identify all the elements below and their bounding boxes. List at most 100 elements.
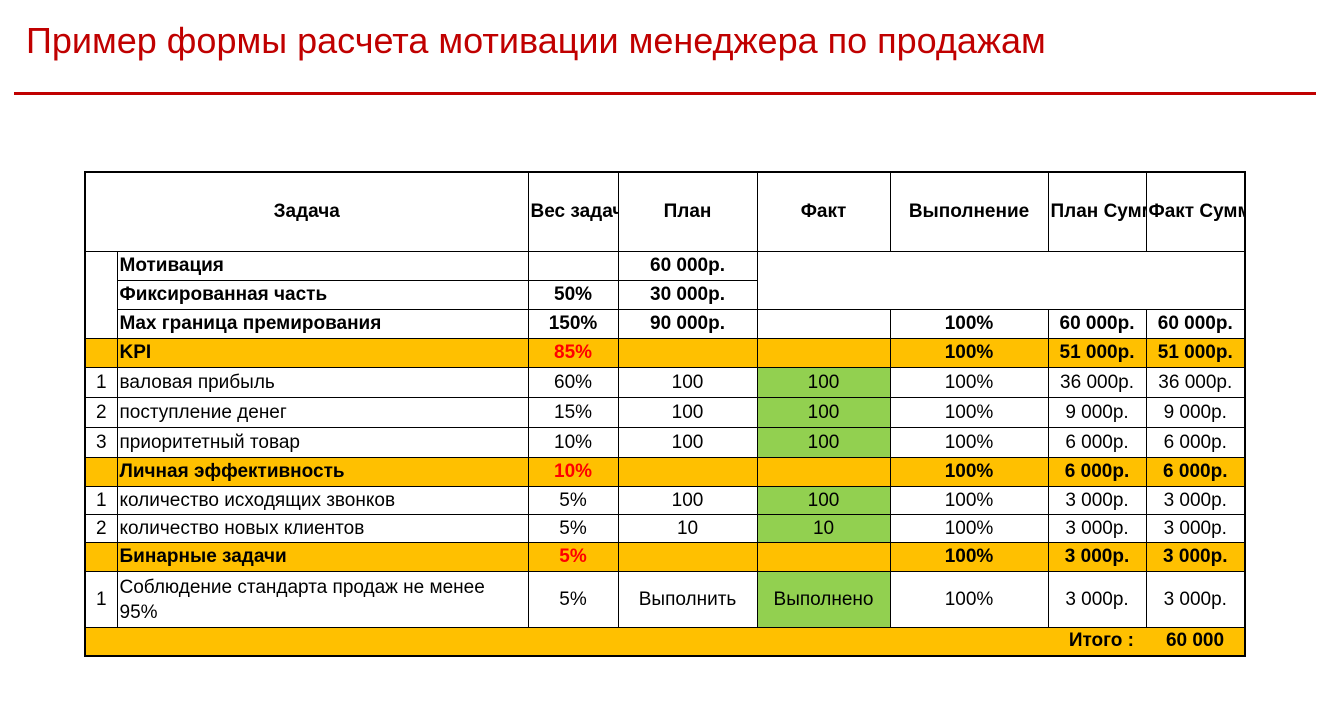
personal-completion: 100% (889, 457, 1049, 487)
fixed-plan: 30 000р. (617, 280, 758, 310)
task-label: количество исходящих звонков (116, 486, 529, 515)
kpi-weight: 85% (527, 338, 619, 368)
task-label: поступление денег (116, 397, 529, 428)
table-row: 1 Соблюдение стандарта продаж не менее 9… (84, 571, 1246, 628)
page-title: Пример формы расчета мотивации менеджера… (26, 20, 1046, 61)
table-row: 2 количество новых клиентов 5% 10 10 100… (84, 514, 1246, 543)
personal-fact (756, 457, 891, 487)
table-row: Фиксированная часть 50% 30 000р. (85, 280, 1245, 310)
personal-plan (617, 457, 758, 487)
task-label: количество новых клиентов (116, 514, 529, 543)
motivation-weight (527, 251, 619, 281)
personal-row: Личная эффективность 10% 100% 6 000р. 6 … (84, 457, 1246, 487)
kpi-plan (617, 338, 758, 368)
empty-block (756, 251, 1246, 310)
binary-plan (617, 542, 758, 572)
task-plan: 100 (617, 427, 758, 458)
binary-num (84, 542, 118, 572)
personal-weight: 10% (527, 457, 619, 487)
task-plan-sum: 3 000р. (1047, 486, 1147, 515)
header-plan: План (617, 171, 758, 252)
task-fact: 100 (756, 486, 891, 515)
task-plan-sum: 9 000р. (1047, 397, 1147, 428)
table-row: 1 количество исходящих звонков 5% 100 10… (84, 486, 1246, 515)
fixed-weight: 50% (527, 280, 619, 310)
table-row: 1 валовая прибыль 60% 100 100 100% 36 00… (84, 367, 1246, 398)
task-fact: 100 (756, 397, 891, 428)
table-row: 3 приоритетный товар 10% 100 100 100% 6 … (84, 427, 1246, 458)
empty-num-cell (84, 251, 118, 339)
task-fact-sum: 3 000р. (1145, 571, 1246, 628)
header-plan-sum: План Сумма з/п (1047, 171, 1147, 252)
table-row: Max граница премирования 150% 90 000р. 1… (85, 309, 1246, 339)
kpi-plan-sum: 51 000р. (1047, 338, 1147, 368)
row-number: 1 (84, 367, 118, 398)
total-value: 60 000 (1146, 627, 1246, 656)
task-label: приоритетный товар (116, 427, 529, 458)
task-fact: Выполнено (756, 571, 891, 628)
max-bonus-completion: 100% (889, 309, 1049, 339)
binary-fact-sum: 3 000р. (1145, 542, 1246, 572)
row-number: 1 (84, 486, 118, 515)
max-bonus-weight: 150% (527, 309, 619, 339)
task-plan: 100 (617, 397, 758, 428)
kpi-fact-sum: 51 000р. (1145, 338, 1246, 368)
task-fact: 100 (756, 427, 891, 458)
table-row: Мотивация 60 000р. (84, 251, 1246, 339)
task-plan-sum: 36 000р. (1047, 367, 1147, 398)
header-fact: Факт (756, 171, 891, 252)
binary-row: Бинарные задачи 5% 100% 3 000р. 3 000р. (84, 542, 1246, 572)
total-label: Итого : (84, 627, 1147, 656)
max-bonus-label: Max граница премирования (116, 309, 529, 339)
title-divider (14, 92, 1316, 95)
task-completion: 100% (889, 571, 1049, 628)
task-fact-sum: 36 000р. (1145, 367, 1246, 398)
kpi-fact (756, 338, 891, 368)
header-fact-sum: Факт Сумма з/п (1145, 171, 1246, 252)
personal-plan-sum: 6 000р. (1047, 457, 1147, 487)
total-row: Итого : 60 000 (84, 627, 1246, 656)
personal-label: Личная эффективность (116, 457, 529, 487)
task-fact: 10 (756, 514, 891, 543)
binary-completion: 100% (889, 542, 1049, 572)
kpi-num (84, 338, 118, 368)
task-plan: 100 (617, 367, 758, 398)
task-weight: 15% (527, 397, 619, 428)
task-completion: 100% (889, 367, 1049, 398)
task-completion: 100% (889, 486, 1049, 515)
task-weight: 60% (527, 367, 619, 398)
motivation-table: Задача Вес задачи, % План Факт Выполнени… (84, 171, 1247, 657)
binary-plan-sum: 3 000р. (1047, 542, 1147, 572)
row-number: 1 (84, 571, 118, 628)
task-weight: 5% (527, 486, 619, 515)
task-fact-sum: 3 000р. (1145, 486, 1246, 515)
kpi-label: KPI (116, 338, 529, 368)
table-header-row: Задача Вес задачи, % План Факт Выполнени… (84, 171, 1246, 252)
task-plan: 10 (617, 514, 758, 543)
task-label: валовая прибыль (116, 367, 529, 398)
task-weight: 5% (527, 571, 619, 628)
binary-label: Бинарные задачи (116, 542, 529, 572)
task-fact: 100 (756, 367, 891, 398)
personal-fact-sum: 6 000р. (1145, 457, 1246, 487)
header-weight: Вес задачи, % (527, 171, 619, 252)
header-task: Задача (84, 171, 529, 252)
max-bonus-fact (756, 309, 891, 339)
max-bonus-plan: 90 000р. (617, 309, 758, 339)
task-weight: 10% (527, 427, 619, 458)
task-completion: 100% (889, 397, 1049, 428)
row-number: 3 (84, 427, 118, 458)
task-plan: Выполнить (617, 571, 758, 628)
binary-weight: 5% (527, 542, 619, 572)
row-number: 2 (84, 514, 118, 543)
kpi-row: KPI 85% 100% 51 000р. 51 000р. (84, 338, 1246, 368)
table-row: 2 поступление денег 15% 100 100 100% 9 0… (84, 397, 1246, 428)
motivation-plan: 60 000р. (617, 251, 758, 281)
max-bonus-fact-sum: 60 000р. (1145, 309, 1246, 339)
max-bonus-plan-sum: 60 000р. (1047, 309, 1147, 339)
fixed-label: Фиксированная часть (116, 280, 529, 310)
personal-num (84, 457, 118, 487)
task-plan-sum: 3 000р. (1047, 514, 1147, 543)
task-plan-sum: 3 000р. (1047, 571, 1147, 628)
task-fact-sum: 3 000р. (1145, 514, 1246, 543)
